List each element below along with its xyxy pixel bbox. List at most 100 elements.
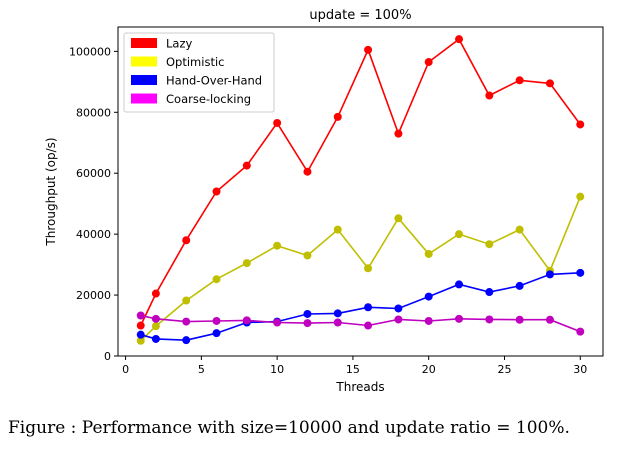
x-tick-label: 0: [122, 363, 129, 376]
y-tick-label: 0: [104, 350, 111, 363]
x-tick-label: 10: [270, 363, 284, 376]
y-tick-label: 20000: [76, 289, 111, 302]
series-line-coarse-locking: [140, 314, 581, 333]
data-point-lazy: [424, 58, 433, 67]
data-point-coarse-locking: [576, 327, 585, 336]
data-point-hand-over-hand: [151, 334, 160, 343]
series-coarse-locking: [136, 311, 585, 336]
series-line-hand-over-hand: [140, 272, 581, 342]
data-point-optimistic: [333, 225, 342, 234]
data-point-hand-over-hand: [455, 280, 464, 289]
data-point-coarse-locking: [455, 314, 464, 323]
y-axis-label: Throughput (op/s): [44, 137, 58, 246]
x-tick-label: 30: [573, 363, 587, 376]
y-tick-label: 80000: [76, 106, 111, 119]
legend-label-optimistic: Optimistic: [166, 55, 224, 69]
data-point-coarse-locking: [424, 316, 433, 325]
data-point-lazy: [242, 161, 251, 170]
x-tick-label: 20: [422, 363, 436, 376]
data-point-hand-over-hand: [333, 309, 342, 318]
data-point-coarse-locking: [545, 315, 554, 324]
data-point-hand-over-hand: [424, 292, 433, 301]
data-point-hand-over-hand: [485, 288, 494, 297]
data-point-hand-over-hand: [545, 270, 554, 279]
plot-frame: [117, 26, 604, 357]
legend: Lazy Optimistic Hand-Over-Hand Coarse-locki…: [123, 32, 275, 113]
legend-label-lazy: Lazy: [166, 37, 192, 51]
data-point-lazy: [515, 76, 524, 85]
data-point-coarse-locking: [182, 317, 191, 326]
data-point-lazy: [333, 112, 342, 121]
data-point-optimistic: [273, 241, 282, 250]
data-point-optimistic: [515, 225, 524, 234]
data-point-optimistic: [151, 322, 160, 331]
legend-box: [123, 32, 275, 113]
series-hand-over-hand: [136, 268, 585, 345]
data-point-coarse-locking: [242, 316, 251, 325]
data-point-hand-over-hand: [364, 303, 373, 312]
figure-caption: Figure : Performance with size=10000 and…: [8, 418, 570, 438]
legend-swatch-optimistic: [131, 56, 157, 67]
series-line-optimistic: [140, 196, 582, 342]
data-point-hand-over-hand: [182, 336, 191, 345]
series-layer: [136, 35, 585, 345]
series-optimistic: [136, 192, 585, 345]
data-point-optimistic: [136, 336, 145, 345]
data-point-lazy: [394, 129, 403, 138]
data-point-coarse-locking: [303, 319, 312, 328]
data-point-hand-over-hand: [515, 281, 524, 290]
data-point-coarse-locking: [515, 315, 524, 324]
data-point-optimistic: [364, 264, 373, 273]
data-point-optimistic: [212, 275, 221, 284]
x-axis: 0 5 10 15 20 25 30: [122, 356, 587, 376]
data-point-lazy: [455, 35, 464, 44]
data-point-coarse-locking: [212, 316, 221, 325]
data-point-coarse-locking: [485, 315, 494, 324]
data-point-optimistic: [576, 192, 585, 201]
data-point-coarse-locking: [394, 315, 403, 324]
data-point-lazy: [364, 45, 373, 54]
data-point-optimistic: [485, 240, 494, 249]
data-point-coarse-locking: [136, 311, 145, 320]
data-point-optimistic: [394, 214, 403, 223]
series-lazy: [136, 35, 585, 330]
y-axis: 0 20000 40000 60000 80000 100000: [69, 45, 118, 363]
line-chart: update = 100% 0 5 10 15 20 25 30 0 20000 40000 60…: [44, 8, 604, 394]
data-point-lazy: [545, 79, 554, 88]
y-tick-label: 60000: [76, 167, 111, 180]
data-point-optimistic: [424, 249, 433, 258]
legend-swatch-hand-over-hand: [131, 75, 157, 85]
data-point-lazy: [303, 167, 312, 176]
data-point-hand-over-hand: [136, 330, 145, 339]
data-point-coarse-locking: [151, 314, 160, 323]
x-tick-label: 5: [198, 363, 205, 376]
data-point-hand-over-hand: [303, 309, 312, 318]
legend-label-hand-over-hand: Hand-Over-Hand: [166, 74, 262, 88]
legend-swatch-coarse-locking: [131, 93, 157, 104]
data-point-hand-over-hand: [576, 268, 585, 277]
data-point-lazy: [576, 120, 585, 129]
chart-title: update = 100%: [309, 8, 411, 23]
series-line-lazy: [139, 38, 581, 326]
y-tick-label: 40000: [76, 228, 111, 241]
data-point-hand-over-hand: [394, 304, 403, 313]
data-point-optimistic: [182, 296, 191, 305]
data-point-lazy: [273, 118, 282, 127]
data-point-coarse-locking: [273, 318, 282, 327]
data-point-lazy: [212, 187, 221, 196]
data-point-coarse-locking: [333, 318, 342, 327]
data-point-lazy: [485, 91, 494, 100]
data-point-optimistic: [455, 230, 464, 239]
data-point-lazy: [136, 321, 145, 330]
data-point-hand-over-hand: [212, 329, 221, 338]
x-tick-label: 25: [497, 363, 511, 376]
data-point-optimistic: [242, 259, 251, 268]
data-point-lazy: [182, 236, 191, 245]
y-tick-label: 100000: [69, 45, 111, 58]
data-point-optimistic: [303, 251, 312, 260]
x-axis-label: Threads: [335, 380, 384, 394]
legend-swatch-lazy: [131, 38, 157, 48]
x-tick-label: 15: [346, 363, 360, 376]
data-point-lazy: [151, 289, 160, 298]
legend-label-coarse-locking: Coarse-locking: [166, 92, 251, 106]
